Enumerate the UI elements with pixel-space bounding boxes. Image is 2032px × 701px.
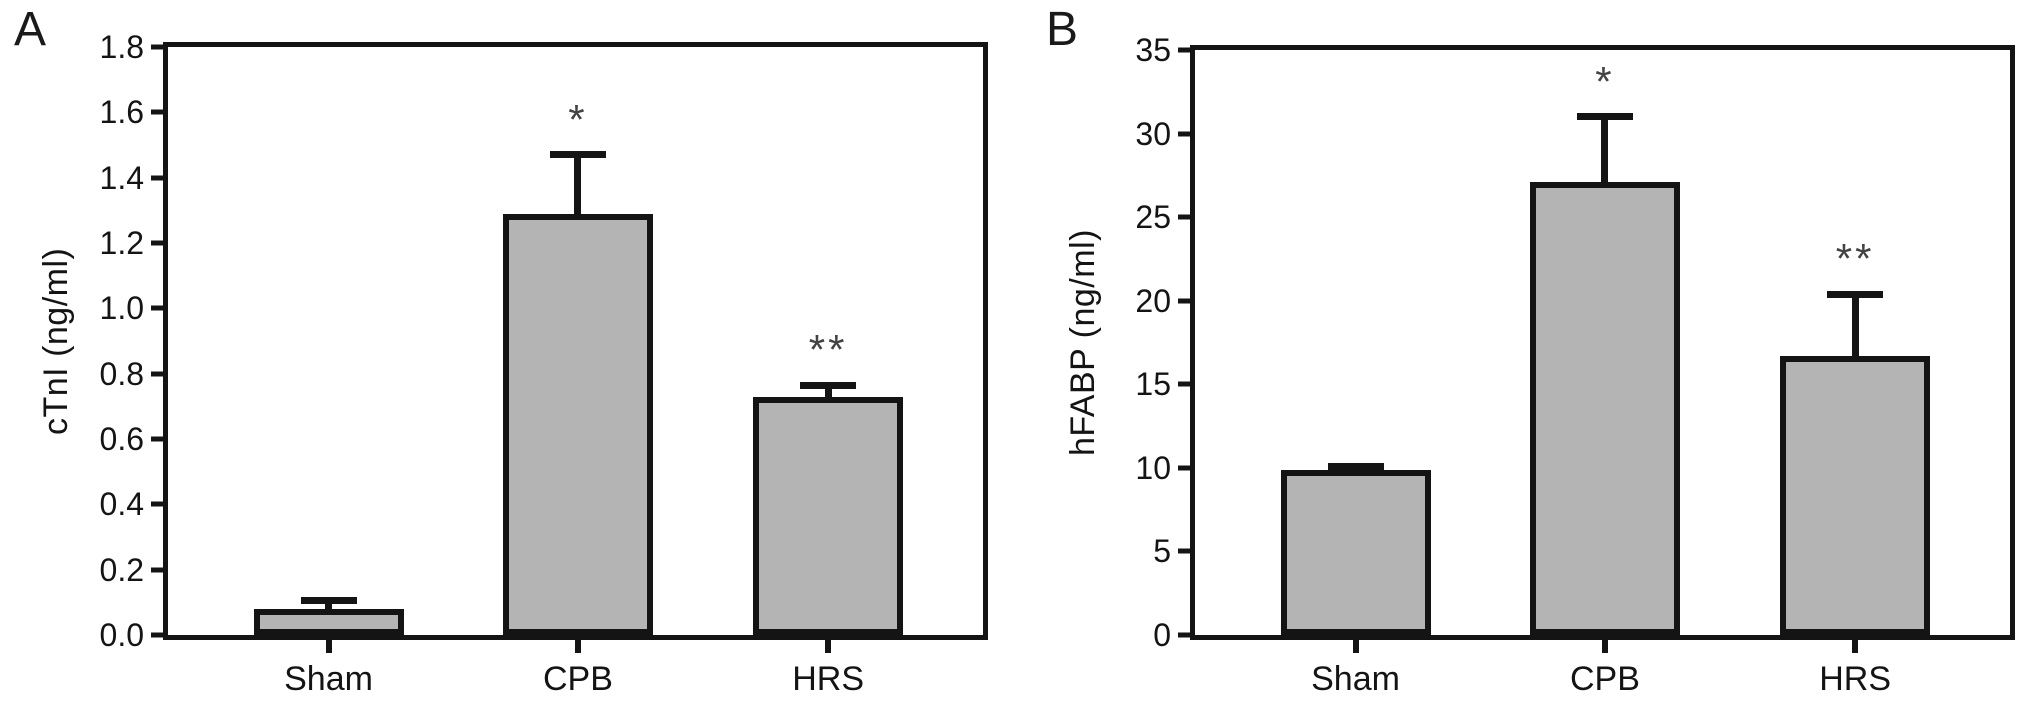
y-axis-tick [151,305,163,311]
x-axis-category-label: CPB [1569,660,1640,698]
x-axis-tick [574,640,581,653]
panel-a-plot-area: 0.0 0.2 0.4 0.6 0.8 1.0 1.2 1.4 1.6 1.8 Sham * CPB **… [100,31,988,696]
y-axis-tick-label: 30 [1135,115,1171,152]
panel-b-y-axis-label: hFABP (ng/ml) [1064,229,1102,456]
bar-sham [253,608,404,635]
significance-marker: * [1595,57,1615,105]
y-axis-tick-label: 35 [1135,32,1171,68]
panel-b-letter: B [1046,3,1079,56]
bar-hrs [753,396,904,635]
bar-cpb [502,213,653,635]
y-axis-tick [151,240,163,246]
y-axis-tick [151,436,163,442]
bar-cpb [1529,182,1680,635]
y-axis-tick-label: 1.8 [99,29,144,65]
y-axis-tick-label: 25 [1135,199,1171,236]
x-axis-tick [1601,640,1608,653]
x-axis-category-label: Sham [284,660,373,698]
error-bar-stem [1601,116,1609,183]
y-axis-tick [151,371,163,377]
bar-hrs [1780,355,1931,635]
error-bar-stem [574,154,582,214]
x-axis-tick [325,640,332,653]
y-axis-tick [1178,632,1190,638]
x-axis-category-label: CPB [542,660,613,698]
y-axis-tick [151,567,163,573]
y-axis-tick [151,632,163,638]
panel-a-letter: A [14,3,47,56]
y-axis-tick-label: 5 [1153,533,1171,570]
error-bar-cap [1827,290,1884,298]
error-bar-stem [1851,294,1859,356]
x-axis-category-label: HRS [1819,660,1892,698]
panel-a-y-axis-label: cTnI (ng/ml) [37,247,75,435]
y-axis-tick [1178,465,1190,471]
x-axis-tick [825,640,832,653]
y-axis-tick [1178,381,1190,387]
y-axis-tick-label: 15 [1135,366,1171,403]
panel-b-plot-area: 0 5 10 15 20 25 30 35 Sham * CPB ** HRS [1135,34,2015,696]
y-axis-tick-label: 0.6 [99,421,144,457]
y-axis-tick-label: 10 [1135,449,1171,486]
y-axis-tick [1178,214,1190,220]
y-axis-tick [1178,298,1190,304]
y-axis-tick-label: 20 [1135,282,1171,319]
y-axis-tick [1178,548,1190,554]
y-axis-tick [151,175,163,181]
y-axis-tick [1178,47,1190,53]
x-axis-tick [1852,640,1859,653]
y-axis-tick-label: 0.0 [99,617,144,653]
significance-marker: * [568,95,588,143]
y-axis-tick-label: 1.4 [99,159,144,196]
y-axis-tick [151,44,163,50]
error-bar-cap [800,381,857,389]
y-axis-tick-label: 0.8 [99,355,144,392]
significance-marker: ** [1835,235,1875,283]
error-bar-cap [300,597,357,605]
significance-marker: ** [808,326,848,374]
y-axis-tick-label: 1.6 [99,94,144,131]
error-bar-cap [1576,113,1633,121]
error-bar-cap [549,151,606,159]
y-axis-tick-label: 1.2 [99,225,144,261]
error-bar-stem [824,385,832,397]
error-bar-cap [1327,462,1384,470]
x-axis-tick [1352,640,1359,653]
x-axis-category-label: HRS [792,660,865,698]
error-bar-stem [325,600,333,609]
y-axis-tick [1178,131,1190,137]
y-axis-tick-label: 0.2 [99,551,144,588]
y-axis-tick [151,109,163,115]
bar-sham [1280,469,1431,635]
y-axis-tick-label: 0.4 [99,486,144,523]
x-axis-category-label: Sham [1311,660,1400,698]
y-axis-tick-label: 1.0 [99,290,144,327]
y-axis-tick-label: 0 [1153,617,1171,653]
y-axis-tick [151,501,163,507]
